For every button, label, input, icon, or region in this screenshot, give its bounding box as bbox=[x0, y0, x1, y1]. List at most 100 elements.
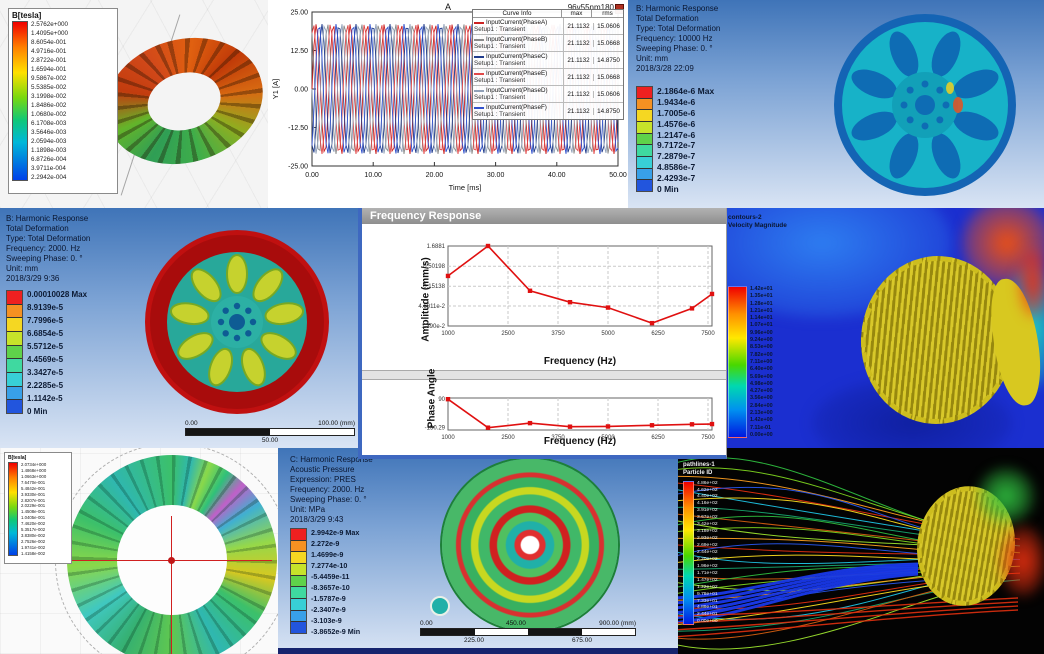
colorbar-band bbox=[637, 157, 652, 169]
colorbar-value: 2.0594e-003 bbox=[31, 138, 67, 145]
header-line: Sweeping Phase: 0. ° bbox=[290, 495, 367, 504]
colorbar-value: 1.0405e-001 bbox=[21, 515, 46, 521]
curve-name: InputCurrent(PhaseF) bbox=[486, 104, 547, 111]
colorbar-band bbox=[291, 529, 306, 541]
colorbar-value: 5.5712e-5 bbox=[27, 342, 64, 351]
svg-text:6250: 6250 bbox=[651, 331, 665, 337]
window-titlebar[interactable]: Frequency Response bbox=[362, 208, 726, 224]
colorbar-value: 1.42e+01 bbox=[750, 286, 773, 292]
colorbar-values: 4.86e+02 4.62e+02 4.40e+02 4.16e+02 3.91e+02… bbox=[697, 481, 718, 625]
colorbar-value: 5.4842e-001 bbox=[21, 485, 46, 491]
colorbar-value: 6.6854e-5 bbox=[27, 329, 64, 338]
colorbar-value: 2.1864e-6 Max bbox=[657, 86, 715, 96]
colorbar-value: 7.7996e-5 bbox=[27, 316, 64, 325]
deformation-colorbar: 2.1864e-6 Max 1.9434e-6 1.7005e-6 1.4576e-6… bbox=[636, 86, 714, 194]
panel-particle-pathlines: pathlines-1 Particle ID 4.86e+02 4.62e+02 4… bbox=[678, 448, 1044, 654]
curve-rms: 14.8750 bbox=[597, 107, 620, 115]
colorbar-value: 1.4699e-9 bbox=[311, 550, 344, 559]
colorbar-value: 2.8207e-001 bbox=[21, 497, 46, 503]
probe-point bbox=[430, 596, 450, 616]
svg-text:0.15138: 0.15138 bbox=[423, 284, 445, 290]
colorbar-value: 2.44e+01 bbox=[697, 612, 718, 618]
header-line: Total Deformation bbox=[636, 14, 699, 23]
curve-swatch bbox=[474, 55, 484, 58]
curve-name: InputCurrent(PhaseA) bbox=[486, 19, 548, 26]
colorbar-value: 3.8380e-002 bbox=[21, 533, 46, 539]
colorbar-value: 2.0229e-001 bbox=[21, 503, 46, 509]
red-swirl-patch bbox=[1000, 526, 1044, 596]
colorbar-value: 1.2147e-6 bbox=[657, 129, 696, 140]
colorbar-band bbox=[291, 564, 306, 576]
colorbar-value: 0.00e+00 bbox=[697, 619, 718, 625]
ruler-bar bbox=[185, 428, 355, 437]
colorbar-value: 9.5867e-002 bbox=[31, 75, 67, 82]
svg-text:25.00: 25.00 bbox=[290, 10, 308, 17]
window-frequency-response: Frequency Response 1000 2500 3750 5000 6250 7… bbox=[358, 208, 727, 459]
colorbar-values: 0.00010028 Max 8.9139e-5 7.7996e-5 6.6854e-… bbox=[27, 290, 87, 416]
colorbar-values: 2.5762e+000 1.4095e+000 8.6054e-001 4.9716e… bbox=[31, 21, 68, 181]
colorbar-value: -5.4459e-11 bbox=[311, 572, 350, 581]
amplitude-xaxis-label: Frequency (Hz) bbox=[543, 356, 617, 367]
colorbar-value: 1.9741e-002 bbox=[21, 544, 46, 550]
colorbar-value: 8.9139e-5 bbox=[27, 303, 64, 312]
colorbar-header: contours-2 Velocity Magnitude bbox=[728, 214, 787, 231]
colorbar-value: 4.40e+02 bbox=[697, 494, 718, 500]
colorbar-value: 4.89e+01 bbox=[697, 605, 718, 611]
colorbar-bands bbox=[636, 86, 653, 192]
crosshair-vertical bbox=[171, 516, 172, 654]
colorbar-values: 1.42e+01 1.35e+01 1.28e+01 1.21e+01 1.14e+01… bbox=[750, 286, 773, 438]
curve-max: 21.1132 bbox=[564, 39, 594, 47]
colorbar-band bbox=[7, 291, 22, 305]
panel-acoustic-pressure: C: Harmonic Response Acoustic Pressure Exp… bbox=[278, 448, 678, 654]
svg-text:3750: 3750 bbox=[551, 435, 565, 441]
window-bottom-strip bbox=[278, 648, 678, 654]
colorbar-band bbox=[637, 98, 652, 111]
ruler-mid-top: 450.00 bbox=[505, 620, 526, 627]
header-line: B: Harmonic Response bbox=[636, 4, 719, 13]
colorbar-value: 7.6470e-001 bbox=[21, 479, 46, 485]
legend-header-max: max bbox=[562, 10, 592, 17]
header-line: 2018/3/28 22:09 bbox=[636, 64, 694, 73]
colorbar-value: 3.56e+00 bbox=[750, 395, 773, 402]
acoustic-disc-graphic bbox=[442, 458, 618, 632]
panel-maxwell-torus: B[tesla] 2.5762e+000 1.4095e+000 8.6054e-0… bbox=[0, 0, 268, 208]
colorbar-value: -1.5787e-9 bbox=[311, 594, 346, 603]
result-header: B: Harmonic Response Total Deformation Typ… bbox=[636, 4, 720, 74]
curve-legend-table: Curve Info max rms InputCurrent(PhaseA) … bbox=[472, 9, 624, 120]
colorbar-value: 2.5762e+000 bbox=[31, 21, 68, 28]
pressure-colorbar: 2.9942e-9 Max 2.272e-9 1.4699e-9 7.2774e-10… bbox=[290, 528, 360, 636]
colorbar-value: 1.7005e-6 bbox=[657, 107, 696, 118]
chart-divider bbox=[362, 370, 726, 380]
svg-text:-12.50: -12.50 bbox=[288, 125, 308, 132]
colorbar-bands bbox=[290, 528, 307, 634]
colorbar-title: B[tesla] bbox=[12, 11, 42, 20]
colorbar-value: 7.2774e-10 bbox=[311, 561, 348, 570]
panel-harmonic-10000hz: B: Harmonic Response Total Deformation Typ… bbox=[628, 0, 1044, 208]
colorbar-value: 2.93e+02 bbox=[697, 536, 718, 542]
header-line: Type: Total Deformation bbox=[636, 24, 721, 33]
svg-text:6250: 6250 bbox=[651, 435, 665, 441]
colorbar-value: 9.24e+00 bbox=[750, 337, 773, 344]
colorbar-band bbox=[637, 122, 652, 134]
colorbar-band bbox=[7, 400, 22, 414]
colorbar-value: 1.14e+01 bbox=[750, 315, 773, 322]
colorbar-value: 6.8726e-004 bbox=[31, 156, 67, 163]
colorbar-values: 2.9942e-9 Max 2.272e-9 1.4699e-9 7.2774e-10… bbox=[311, 528, 360, 636]
legend-row: InputCurrent(PhaseB) Setup1 : Transient … bbox=[473, 35, 623, 52]
svg-text:-25.00: -25.00 bbox=[288, 164, 308, 171]
legend-rows: InputCurrent(PhaseA) Setup1 : Transient … bbox=[473, 18, 623, 119]
colorbar-header-line: Particle ID bbox=[683, 469, 713, 476]
curve-rms: 14.8750 bbox=[597, 56, 620, 64]
curve-rms: 15.0606 bbox=[597, 22, 620, 30]
colorbar-value: 2.8722e-001 bbox=[31, 57, 67, 64]
curve-max: 21.1132 bbox=[564, 22, 594, 30]
colorbar-value: 7.2879e-7 bbox=[657, 151, 696, 162]
curve-setup: Setup1 : Transient bbox=[474, 60, 526, 67]
colorbar-band bbox=[637, 168, 652, 181]
colorbar-band bbox=[637, 110, 652, 123]
header-line: Unit: mm bbox=[636, 54, 668, 63]
svg-text:Y1 [A]: Y1 [A] bbox=[271, 79, 280, 99]
legend-header-row: Curve Info max rms bbox=[473, 10, 623, 18]
colorbar-value: 1.1142e-5 bbox=[27, 394, 63, 403]
